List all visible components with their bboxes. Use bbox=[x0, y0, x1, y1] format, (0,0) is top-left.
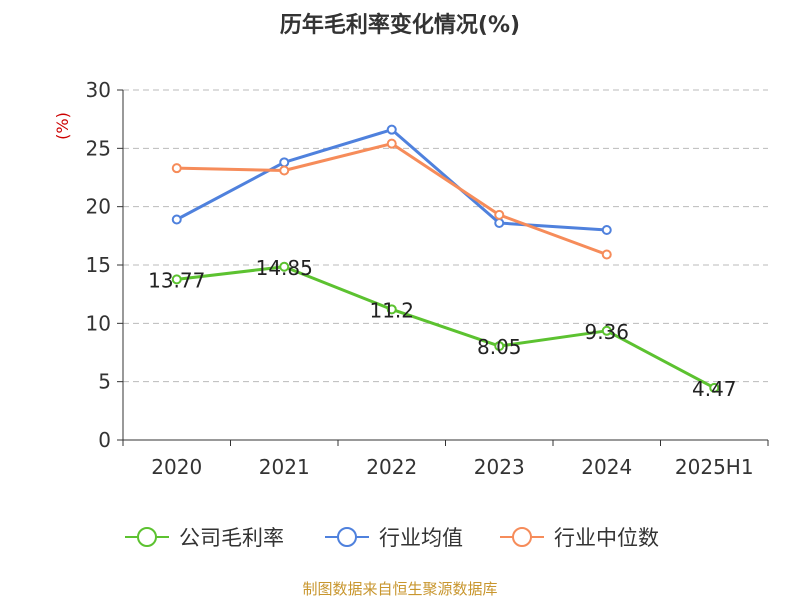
x-tick-label: 2021 bbox=[259, 455, 310, 479]
x-tick-label: 2025H1 bbox=[675, 455, 754, 479]
data-label: 8.05 bbox=[477, 335, 522, 359]
legend-marker bbox=[137, 527, 157, 547]
data-point bbox=[386, 138, 397, 149]
data-point bbox=[601, 249, 612, 260]
data-label: 13.77 bbox=[148, 268, 205, 292]
y-tick-label: 20 bbox=[86, 195, 111, 219]
legend-marker bbox=[337, 527, 357, 547]
data-point bbox=[601, 225, 612, 235]
y-axis-unit-label: (%) bbox=[53, 112, 72, 140]
y-tick-label: 30 bbox=[86, 78, 111, 102]
x-tick-label: 2020 bbox=[151, 455, 202, 479]
source-note: 制图数据来自恒生聚源数据库 bbox=[302, 580, 497, 598]
data-label: 4.47 bbox=[692, 377, 737, 401]
data-point bbox=[494, 341, 505, 352]
data-point bbox=[171, 163, 182, 174]
data-label: 14.85 bbox=[256, 256, 313, 280]
legend-label: 行业中位数 bbox=[554, 526, 659, 550]
data-point bbox=[494, 218, 505, 228]
data-label: 11.2 bbox=[369, 298, 414, 322]
y-tick-label: 5 bbox=[98, 370, 111, 394]
axes: 0 5 10 15 20 25 30 2020 2021 2022 2023 2024 2025H1 bbox=[86, 78, 769, 479]
data-label: 9.36 bbox=[584, 320, 629, 344]
data-point bbox=[386, 124, 397, 135]
data-point bbox=[279, 261, 290, 272]
data-point bbox=[171, 274, 182, 285]
data-point bbox=[171, 214, 182, 225]
x-tick-label: 2024 bbox=[581, 455, 632, 479]
data-point bbox=[494, 209, 505, 220]
series-lines bbox=[171, 124, 720, 393]
y-tick-label: 0 bbox=[98, 428, 111, 452]
data-point bbox=[386, 304, 397, 315]
y-tick-label: 10 bbox=[86, 311, 111, 335]
legend-marker bbox=[512, 527, 532, 547]
legend-label: 公司毛利率 bbox=[179, 526, 284, 550]
y-tick-label: 25 bbox=[86, 136, 111, 160]
legend: 公司毛利率 行业均值 行业中位数 bbox=[125, 526, 659, 550]
chart-title: 历年毛利率变化情况(%) bbox=[280, 12, 520, 38]
series-line bbox=[176, 265, 715, 390]
data-point bbox=[279, 165, 290, 176]
gridlines bbox=[123, 89, 768, 383]
data-labels: 13.77 14.85 11.2 8.05 9.36 4.47 bbox=[148, 256, 736, 401]
legend-label: 行业均值 bbox=[379, 526, 463, 550]
x-tick-label: 2023 bbox=[474, 455, 525, 479]
data-point bbox=[601, 325, 612, 336]
y-tick-label: 15 bbox=[86, 253, 111, 277]
data-point bbox=[709, 382, 720, 393]
series-line bbox=[176, 142, 608, 256]
data-point bbox=[279, 157, 290, 168]
x-tick-label: 2022 bbox=[366, 455, 417, 479]
